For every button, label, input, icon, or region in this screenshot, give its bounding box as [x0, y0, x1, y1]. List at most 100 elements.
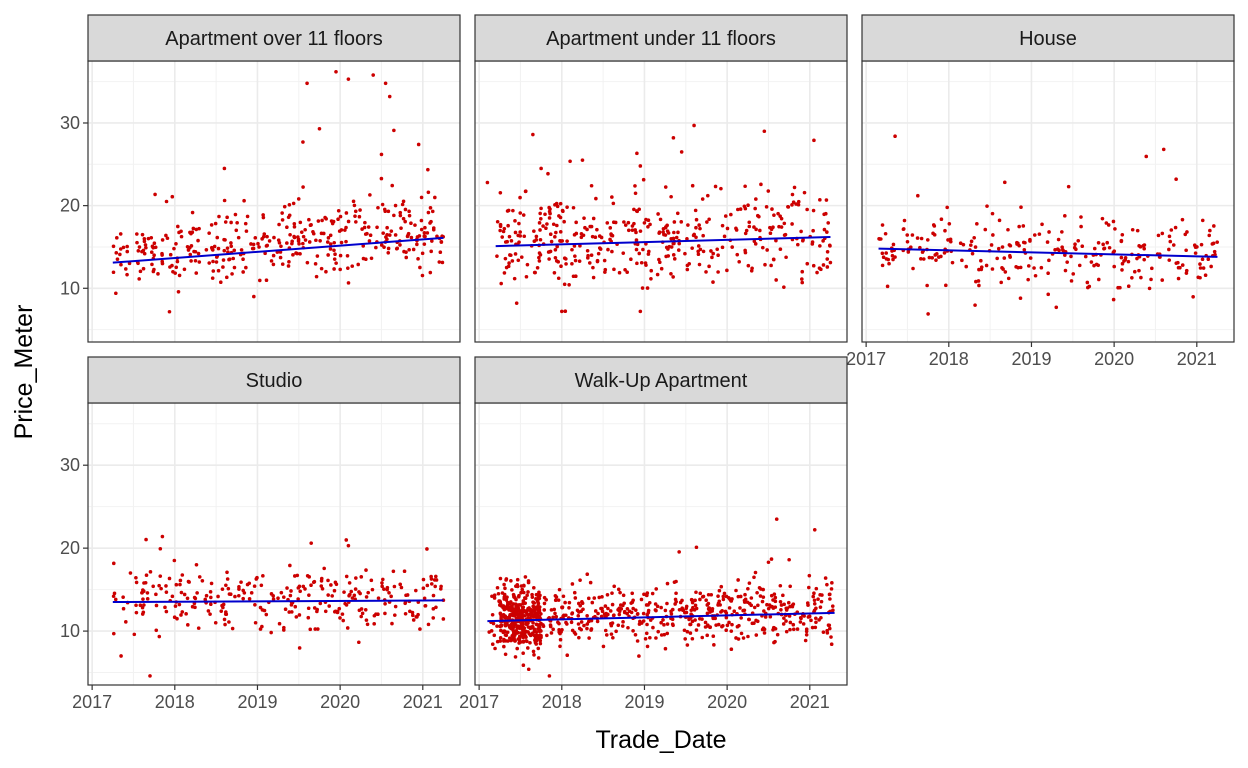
scatter-point: [241, 257, 245, 262]
scatter-point: [142, 239, 147, 244]
y-tick-label: 20: [60, 538, 80, 558]
scatter-point: [522, 590, 526, 595]
scatter-point: [170, 194, 175, 199]
scatter-point: [801, 622, 806, 626]
scatter-point: [530, 612, 535, 617]
scatter-point: [883, 231, 888, 236]
scatter-point: [416, 612, 420, 617]
scatter-point: [531, 621, 535, 625]
scatter-point: [754, 197, 758, 201]
scatter-point: [185, 244, 190, 249]
scatter-point: [145, 591, 150, 595]
scatter-point: [511, 592, 516, 597]
scatter-point: [593, 235, 598, 240]
scatter-point: [645, 286, 650, 290]
scatter-point: [1126, 284, 1131, 289]
scatter-point: [964, 264, 969, 269]
scatter-point: [887, 261, 891, 266]
scatter-point: [518, 211, 523, 215]
scatter-point: [526, 646, 530, 650]
panel-background: [862, 61, 1234, 342]
scatter-point: [543, 212, 547, 217]
scatter-point: [707, 217, 711, 222]
scatter-point: [671, 136, 676, 140]
scatter-point: [705, 624, 710, 628]
scatter-point: [1021, 240, 1026, 245]
scatter-point: [1193, 245, 1198, 250]
scatter-point: [639, 260, 644, 265]
scatter-point: [516, 233, 520, 238]
scatter-point: [204, 247, 209, 252]
scatter-point: [276, 238, 281, 242]
scatter-point: [572, 630, 577, 635]
scatter-point: [622, 609, 627, 614]
scatter-point: [610, 602, 615, 607]
scatter-point: [553, 255, 558, 260]
scatter-point: [762, 631, 767, 635]
scatter-point: [287, 213, 292, 218]
scatter-point: [393, 604, 398, 609]
scatter-point: [709, 592, 714, 597]
scatter-point: [826, 221, 831, 225]
scatter-point: [305, 81, 309, 86]
scatter-point: [404, 593, 408, 598]
scatter-point: [633, 608, 638, 612]
scatter-point: [141, 597, 145, 601]
scatter-point: [434, 578, 439, 582]
scatter-point: [366, 590, 370, 595]
facet-strip-label: House: [1019, 28, 1077, 50]
scatter-point: [960, 258, 964, 263]
scatter-point: [558, 230, 563, 234]
scatter-point: [367, 239, 372, 243]
scatter-point: [379, 152, 384, 157]
scatter-point: [535, 266, 540, 270]
scatter-point: [829, 642, 834, 646]
scatter-point: [785, 606, 790, 610]
scatter-point: [294, 251, 298, 255]
scatter-point: [939, 217, 944, 221]
scatter-point: [506, 223, 510, 228]
scatter-point: [333, 252, 337, 257]
scatter-point: [285, 225, 289, 230]
scatter-point: [528, 640, 532, 645]
scatter-point: [515, 582, 520, 587]
scatter-point: [522, 584, 526, 588]
scatter-point: [564, 613, 568, 618]
scatter-point: [173, 604, 178, 608]
scatter-point: [934, 251, 939, 256]
scatter-point: [233, 212, 238, 217]
scatter-point: [554, 595, 559, 599]
scatter-point: [779, 608, 783, 612]
scatter-point: [634, 209, 639, 213]
scatter-point: [563, 600, 567, 605]
scatter-point: [380, 202, 385, 207]
scatter-point: [368, 233, 373, 238]
scatter-point: [617, 270, 622, 275]
scatter-point: [498, 190, 503, 195]
scatter-point: [739, 616, 743, 620]
scatter-point: [490, 642, 495, 646]
scatter-point: [1083, 254, 1088, 259]
scatter-point: [500, 591, 505, 595]
scatter-point: [644, 631, 649, 636]
scatter-point: [600, 606, 604, 611]
scatter-point: [704, 598, 708, 602]
trend-line: [112, 236, 444, 264]
scatter-point: [558, 637, 563, 642]
scatter-point: [295, 573, 300, 578]
scatter-point: [1211, 241, 1216, 246]
scatter-point: [721, 623, 725, 628]
scatter-point: [617, 612, 622, 617]
scatter-point: [428, 206, 433, 210]
scatter-point: [579, 620, 584, 624]
scatter-point: [1201, 266, 1206, 270]
scatter-point: [547, 205, 551, 210]
scatter-point: [573, 254, 577, 258]
scatter-point: [674, 591, 678, 596]
scatter-point: [726, 595, 731, 600]
scatter-point: [498, 636, 503, 640]
scatter-point: [744, 228, 749, 233]
scatter-point: [514, 301, 519, 305]
scatter-point: [805, 261, 810, 266]
scatter-point: [544, 226, 548, 231]
